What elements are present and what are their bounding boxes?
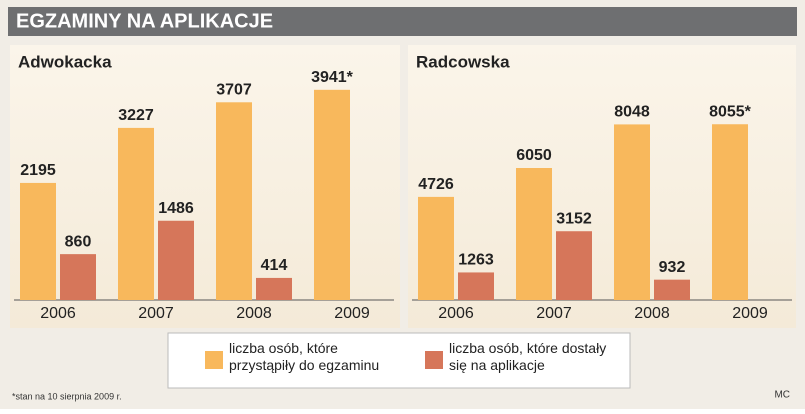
x-tick-label: 2008 <box>634 305 670 322</box>
footnote: *stan na 10 sierpnia 2009 r. <box>12 391 122 401</box>
bar <box>314 89 350 301</box>
value-label: 3152 <box>556 210 592 227</box>
bar <box>654 279 690 300</box>
bar <box>158 220 194 300</box>
legend-label: liczba osób, które przystąpiły do egzami… <box>229 340 380 373</box>
value-label: 8048 <box>614 104 650 121</box>
value-label: 860 <box>65 233 92 250</box>
bar <box>118 127 154 300</box>
legend-item: liczba osób, które dostały się na aplika… <box>449 340 607 373</box>
value-label: 3227 <box>118 107 154 124</box>
value-label: 3941* <box>311 69 354 86</box>
x-tick-label: 2007 <box>536 305 572 322</box>
value-label: 6050 <box>516 147 552 164</box>
x-tick-label: 2006 <box>40 305 76 322</box>
bar <box>614 124 650 300</box>
legend-swatch <box>205 351 223 369</box>
value-label: 414 <box>261 257 288 274</box>
legend-swatch <box>425 351 443 369</box>
x-tick-label: 2009 <box>732 305 768 322</box>
panel-title: Adwokacka <box>18 52 112 71</box>
title-bar <box>8 7 797 36</box>
bar <box>256 277 292 300</box>
x-tick-label: 2006 <box>438 305 474 322</box>
x-tick-label: 2008 <box>236 305 272 322</box>
bar <box>60 254 96 300</box>
value-label: 3707 <box>216 82 252 99</box>
x-tick-label: 2007 <box>138 305 174 322</box>
value-label: 8055* <box>709 103 752 120</box>
value-label: 1263 <box>458 252 494 269</box>
value-label: 932 <box>659 259 686 276</box>
legend-box <box>167 332 631 389</box>
bar <box>458 272 494 300</box>
bar <box>418 196 454 300</box>
x-tick-label: 2009 <box>334 305 370 322</box>
page-title: EGZAMINY NA APLIKACJE <box>16 10 273 32</box>
value-label: 2195 <box>20 162 56 179</box>
value-label: 4726 <box>418 176 454 193</box>
bar <box>712 124 748 300</box>
legend-label: liczba osób, które dostały się na aplika… <box>449 340 607 373</box>
panel-title: Radcowska <box>416 52 510 71</box>
bar <box>216 102 252 300</box>
bar <box>516 168 552 300</box>
legend-item: liczba osób, które przystąpiły do egzami… <box>229 340 380 373</box>
bar <box>556 231 592 300</box>
bar <box>20 182 56 300</box>
value-label: 1486 <box>158 200 194 217</box>
credit: MC <box>774 390 790 401</box>
